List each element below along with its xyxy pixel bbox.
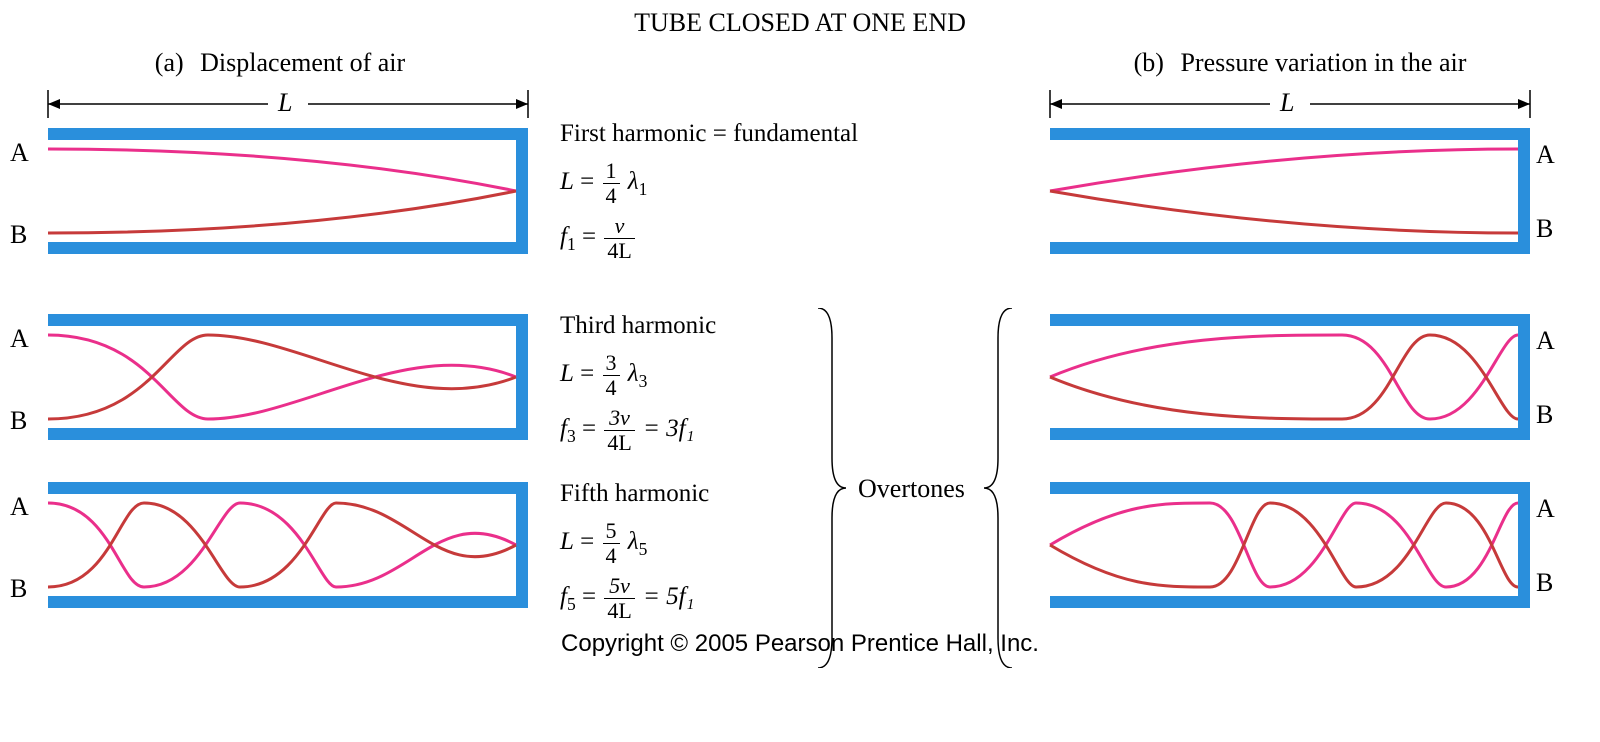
right-subhead: (b) Pressure variation in the air	[1030, 48, 1570, 78]
tube-right-1: L A B	[1030, 84, 1570, 284]
curve-a	[48, 149, 516, 191]
curve-b	[48, 503, 516, 587]
right-column: (b) Pressure variation in the air	[1030, 38, 1570, 644]
right-paren: (b)	[1134, 48, 1164, 77]
eq-f-1: f1 = v4L	[560, 215, 1030, 262]
tube-outline	[1050, 314, 1530, 440]
label-a: A	[10, 324, 29, 354]
curve-a	[48, 503, 516, 587]
curve-b	[1050, 191, 1518, 233]
curve-b	[48, 191, 516, 233]
label-b: B	[10, 406, 27, 436]
length-label: L	[1280, 88, 1294, 118]
eq-f-3: f3 = 3v4L = 3f₁	[560, 407, 1030, 454]
tube-outline	[1050, 482, 1530, 608]
harmonic-name-1: First harmonic = fundamental	[560, 120, 1030, 148]
right-brace	[980, 308, 1020, 668]
harmonic-name-3: Third harmonic	[560, 312, 1030, 340]
left-subhead: (a) Displacement of air	[10, 48, 550, 78]
eq-L-1: L = 14 λ1	[560, 160, 1030, 207]
tube-left-3: A B	[10, 302, 550, 452]
eq-L-3: L = 34 λ3	[560, 352, 1030, 399]
tube-outline	[48, 128, 528, 254]
left-label: Displacement of air	[200, 48, 405, 77]
eq-block-3: Third harmonic L = 34 λ3 f3 = 3v4L = 3f₁	[560, 308, 1030, 458]
label-a: A	[10, 138, 29, 168]
tube-outline	[48, 482, 528, 608]
tube-right-3: A B	[1030, 302, 1570, 452]
right-label: Pressure variation in the air	[1180, 48, 1466, 77]
tube-outline	[48, 314, 528, 440]
tube-outline	[1050, 128, 1530, 254]
tube-svg-left-5	[10, 470, 550, 620]
left-column: (a) Displacement of air	[10, 38, 550, 644]
eq-f-5: f5 = 5v4L = 5f₁	[560, 575, 1030, 622]
label-a: A	[10, 492, 29, 522]
label-b: B	[1536, 568, 1553, 598]
tube-left-5: A B	[10, 470, 550, 620]
label-b: B	[10, 574, 27, 604]
label-a: A	[1536, 494, 1555, 524]
left-brace	[810, 308, 850, 668]
curve-a	[1050, 335, 1518, 419]
length-label: L	[278, 88, 292, 118]
main-title: TUBE CLOSED AT ONE END	[0, 0, 1600, 38]
curve-a	[1050, 149, 1518, 191]
curve-a	[1050, 503, 1518, 587]
curve-b	[1050, 503, 1518, 587]
left-paren: (a)	[155, 48, 184, 77]
diagram-container: (a) Displacement of air	[0, 38, 1600, 644]
curve-b	[1050, 335, 1518, 419]
label-a: A	[1536, 326, 1555, 356]
eq-block-1: First harmonic = fundamental L = 14 λ1 f…	[560, 90, 1030, 290]
tube-svg-right-3	[1030, 302, 1570, 452]
middle-column: First harmonic = fundamental L = 14 λ1 f…	[550, 38, 1030, 644]
tube-right-5: A B	[1030, 470, 1570, 620]
label-a: A	[1536, 140, 1555, 170]
tube-svg-left-3	[10, 302, 550, 452]
tube-svg-right-5	[1030, 470, 1570, 620]
overtones-label: Overtones	[858, 474, 965, 504]
label-b: B	[1536, 214, 1553, 244]
eq-L-5: L = 54 λ5	[560, 520, 1030, 567]
tube-left-1: L A B	[10, 84, 550, 284]
label-b: B	[1536, 400, 1553, 430]
label-b: B	[10, 220, 27, 250]
tube-svg-right-1	[1030, 84, 1570, 284]
